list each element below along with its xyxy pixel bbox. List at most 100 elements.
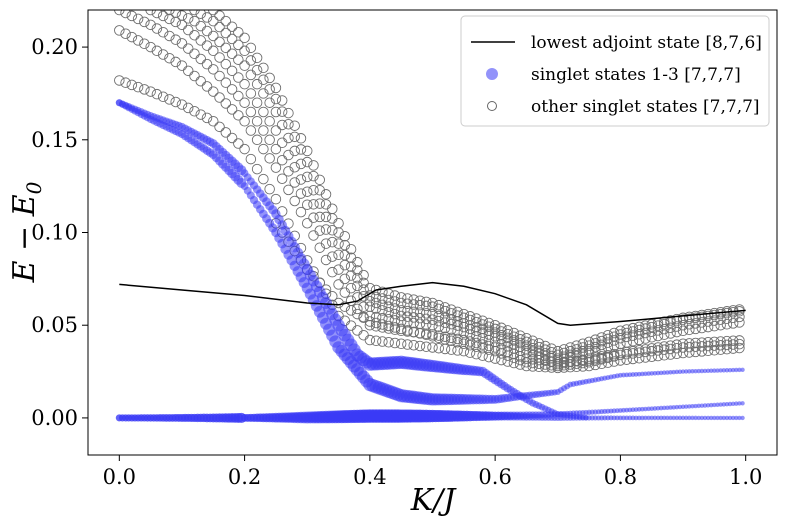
data-point-other-4 — [652, 325, 664, 336]
data-point-other-1 — [214, 92, 225, 103]
data-point-other-4 — [251, 78, 263, 90]
data-point-singlet-0 — [652, 415, 658, 421]
data-point-singlet-0 — [734, 415, 739, 421]
legend-open-swatch — [487, 101, 497, 111]
data-point-other-5 — [433, 303, 445, 315]
data-point-singlet-0 — [727, 415, 733, 421]
data-point-other-2 — [195, 53, 206, 65]
data-point-other-4 — [621, 331, 632, 343]
data-point-other-3 — [289, 161, 300, 173]
data-point-other-5 — [208, 15, 219, 27]
data-point-other-1 — [721, 339, 733, 351]
data-point-other-6 — [646, 319, 657, 330]
data-point-other-1 — [640, 346, 651, 358]
data-point-other-6 — [377, 286, 388, 298]
data-point-other-1 — [339, 287, 351, 298]
data-point-other-1 — [233, 110, 244, 121]
data-point-other-2 — [308, 212, 319, 223]
data-point-other-3 — [333, 249, 344, 260]
data-point-other-1 — [176, 60, 188, 71]
data-point-other-4 — [402, 305, 413, 317]
data-point-other-2 — [565, 356, 576, 368]
data-point-other-3 — [464, 323, 476, 335]
data-point-other-5 — [402, 298, 413, 309]
data-point-other-6 — [452, 306, 463, 318]
data-point-singlet-0 — [690, 415, 695, 421]
data-point-singlet-1 — [693, 403, 698, 409]
data-point-other-1 — [201, 81, 213, 92]
data-point-other-1 — [483, 340, 495, 352]
data-point-other-6 — [289, 120, 300, 131]
data-point-other-5 — [458, 312, 470, 324]
data-point-other-6 — [602, 329, 614, 341]
data-point-other-1 — [734, 338, 745, 350]
data-point-other-6 — [471, 313, 482, 324]
data-point-other-2 — [577, 354, 589, 365]
data-point-singlet-3 — [687, 369, 692, 374]
data-point-other-5 — [646, 321, 657, 333]
data-point-other-3 — [295, 174, 307, 185]
data-point-other-0 — [157, 91, 169, 103]
data-point-other-3 — [427, 314, 438, 325]
y-tick-label: 0.00 — [31, 406, 78, 430]
data-point-other-5 — [502, 328, 513, 340]
data-point-other-0 — [489, 353, 501, 364]
data-point-singlet-0 — [680, 415, 686, 421]
data-point-other-0 — [176, 99, 188, 110]
data-point-other-1 — [464, 336, 476, 347]
data-point-other-2 — [126, 10, 138, 22]
data-point-other-4 — [270, 106, 282, 118]
data-point-singlet-0 — [712, 415, 717, 421]
data-point-other-0 — [189, 105, 200, 117]
data-point-other-5 — [214, 21, 225, 33]
data-point-other-0 — [226, 132, 238, 144]
data-point-other-1 — [677, 342, 689, 353]
data-point-other-6 — [295, 133, 307, 144]
data-point-other-7 — [420, 329, 432, 341]
data-point-other-5 — [527, 339, 538, 350]
data-point-other-6 — [308, 160, 319, 171]
data-point-other-7 — [377, 319, 388, 330]
data-point-other-7 — [590, 355, 601, 367]
data-point-other-6 — [301, 145, 313, 157]
data-point-other-2 — [214, 70, 225, 82]
data-point-other-4 — [477, 323, 488, 335]
data-point-other-2 — [320, 238, 332, 249]
data-point-singlet-0 — [665, 415, 670, 421]
data-point-other-5 — [420, 300, 432, 312]
data-point-other-1 — [633, 347, 645, 358]
data-point-singlet-3 — [699, 368, 705, 374]
data-point-other-5 — [602, 333, 614, 345]
data-point-other-6 — [565, 342, 576, 353]
data-point-singlet-0 — [649, 415, 655, 421]
data-point-other-3 — [471, 325, 482, 337]
data-point-other-2 — [120, 10, 131, 19]
data-point-other-7 — [483, 344, 495, 355]
data-point-other-4 — [596, 339, 607, 351]
data-point-other-3 — [145, 10, 156, 16]
data-point-other-0 — [195, 109, 206, 120]
data-point-other-3 — [208, 45, 219, 57]
data-point-other-5 — [270, 93, 282, 105]
data-point-other-1 — [258, 143, 269, 155]
data-point-other-0 — [208, 115, 219, 127]
data-point-other-2 — [283, 166, 294, 177]
data-point-other-6 — [596, 332, 607, 343]
data-point-other-4 — [195, 20, 206, 32]
data-point-singlet-3 — [721, 368, 726, 373]
data-point-other-1 — [627, 348, 639, 359]
data-point-other-0 — [471, 348, 482, 360]
data-point-other-0 — [114, 75, 125, 86]
data-point-other-4 — [233, 54, 244, 65]
data-point-other-0 — [583, 360, 595, 372]
data-point-other-6 — [383, 288, 394, 299]
data-point-other-2 — [251, 115, 263, 127]
data-point-other-0 — [126, 79, 138, 91]
data-point-other-3 — [283, 149, 294, 161]
data-point-other-0 — [452, 345, 463, 356]
data-point-other-3 — [320, 224, 332, 235]
data-point-singlet-3 — [718, 368, 723, 373]
data-point-other-5 — [233, 39, 244, 51]
data-point-other-5 — [659, 318, 670, 330]
data-point-singlet-3 — [712, 368, 717, 373]
